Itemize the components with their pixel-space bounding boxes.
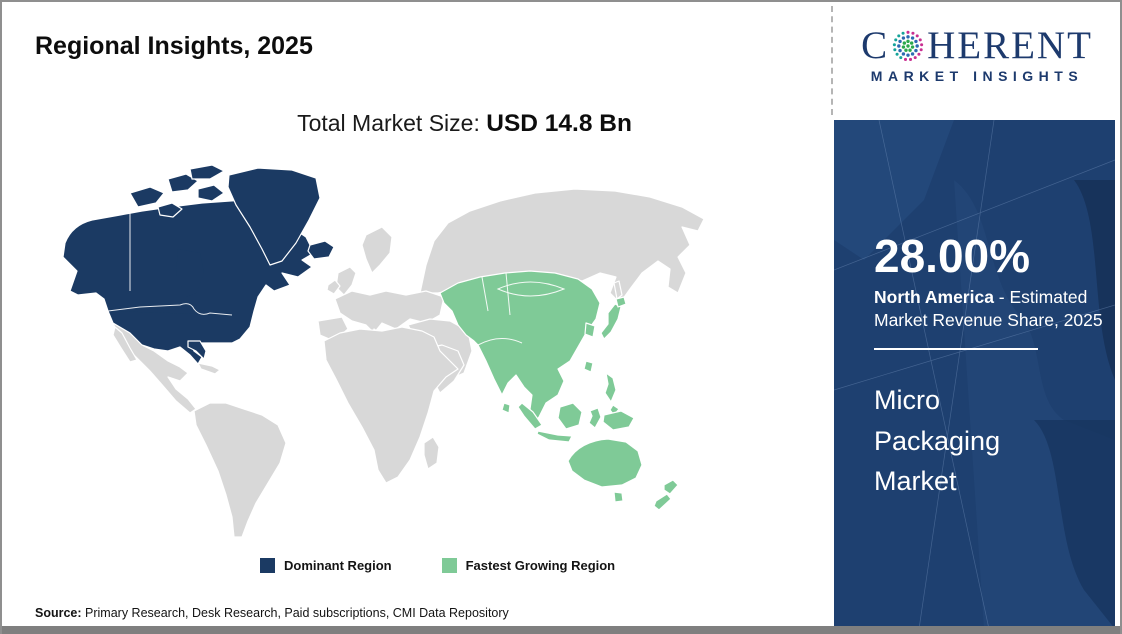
page-title: Regional Insights, 2025 [35, 32, 313, 60]
share-region: North America [874, 287, 994, 308]
share-desc-text: - Estimated Market Revenue Share, 2025 [874, 287, 1103, 331]
share-description: North America - Estimated Market Revenue… [874, 286, 1109, 332]
brand-logo-wordmark: C HERENT [847, 26, 1107, 65]
world-map [30, 164, 785, 550]
legend-item-dominant: Dominant Region [260, 558, 392, 573]
bottom-bar [2, 626, 1120, 634]
sidebar-panel: 28.00% North America - Estimated Market … [834, 120, 1115, 629]
brand-logo-subtitle: MARKET INSIGHTS [870, 68, 1084, 84]
sidebar-divider [874, 348, 1038, 351]
source-text: Primary Research, Desk Research, Paid su… [81, 606, 509, 620]
sidebar-content: 28.00% North America - Estimated Market … [834, 120, 1115, 502]
region-north-america [62, 164, 335, 365]
total-market-size-value: USD 14.8 Bn [486, 110, 632, 137]
total-market-size: Total Market Size: USD 14.8 Bn [2, 110, 832, 138]
total-market-size-label: Total Market Size: [297, 110, 487, 136]
source-label: Source: [35, 606, 82, 620]
legend: Dominant Region Fastest Growing Region [260, 558, 615, 573]
legend-swatch-fastest-growing [441, 558, 457, 573]
logo-letters-rest: HERENT [927, 24, 1093, 67]
legend-label-dominant: Dominant Region [284, 558, 392, 573]
logo-letter-c: C [861, 24, 890, 67]
legend-item-fastest-growing: Fastest Growing Region [441, 558, 616, 573]
legend-swatch-dominant [260, 558, 275, 573]
dashed-divider [831, 6, 833, 115]
legend-label-fastest-growing: Fastest Growing Region [465, 558, 616, 573]
region-rest-of-world [112, 188, 705, 538]
share-value: 28.00% [874, 230, 1031, 282]
globe-dots-icon [892, 30, 924, 61]
market-name: Micro Packaging Market [874, 385, 1001, 497]
brand-logo: C HERENT MARKET INSIGHTS [847, 26, 1107, 84]
source-line: Source: Primary Research, Desk Research,… [35, 606, 509, 620]
sidebar-map-texture [834, 120, 1115, 629]
region-asia-pacific [439, 270, 679, 511]
